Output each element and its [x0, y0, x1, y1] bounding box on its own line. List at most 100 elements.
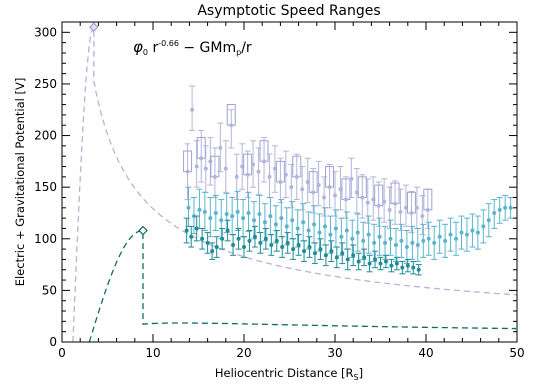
lower-point	[389, 263, 394, 268]
upper-point	[376, 203, 381, 208]
y-tick-label: 0	[49, 335, 57, 349]
mid-point	[333, 226, 338, 231]
lower-point	[307, 245, 312, 250]
upper-point	[425, 207, 430, 212]
mid-point	[492, 210, 497, 215]
upper-point	[278, 180, 283, 184]
lower-point	[318, 247, 323, 252]
mid-point	[257, 212, 262, 216]
lower-point	[323, 253, 328, 258]
upper-point	[349, 176, 354, 181]
lower-point	[394, 261, 399, 266]
lower-point	[225, 228, 230, 233]
lower-point	[362, 255, 367, 260]
x-tick-label: 20	[236, 346, 251, 360]
x-tick-label: 40	[418, 346, 433, 360]
mid-point	[290, 218, 295, 223]
upper-point	[283, 172, 288, 177]
lower-point	[400, 265, 405, 270]
mid-point	[317, 230, 322, 235]
upper-point	[420, 214, 425, 219]
upper-point	[300, 187, 305, 192]
chart-title: Asymptotic Speed Ranges	[197, 3, 380, 19]
lower-point	[351, 253, 356, 258]
lower-point	[291, 247, 296, 252]
lower-point	[200, 236, 205, 241]
mid-point	[443, 238, 448, 243]
x-tick-label: 10	[145, 346, 160, 360]
mid-point	[279, 216, 284, 221]
upper-point	[256, 169, 261, 174]
y-tick-label: 200	[34, 129, 57, 143]
mid-point	[393, 242, 398, 247]
y-axis-label: Electric + Gravitational Potential [V]	[13, 78, 27, 287]
lower-point	[220, 236, 225, 241]
upper-point	[185, 169, 190, 174]
mid-point	[219, 218, 224, 223]
lower-point	[247, 238, 252, 243]
upper-point	[387, 207, 392, 212]
mid-point	[241, 216, 246, 221]
curve-lower	[88, 229, 517, 343]
lower-point	[367, 261, 372, 266]
curve-upper	[72, 26, 518, 343]
mid-point	[383, 240, 388, 245]
upper-point	[190, 107, 195, 112]
lower-point	[258, 240, 263, 245]
upper-point	[294, 174, 299, 179]
formula-annotation: φ0 r-0.66 − GMmp/r	[133, 38, 252, 57]
mid-point	[475, 230, 480, 235]
lower-point	[274, 238, 279, 243]
mid-point	[208, 216, 213, 221]
upper-point	[382, 199, 387, 204]
mid-point	[486, 218, 491, 223]
mid-point	[404, 245, 409, 250]
plot-frame	[61, 21, 518, 343]
lower-point	[383, 259, 388, 264]
upper-point	[414, 205, 419, 210]
x-tick-label: 0	[58, 346, 66, 360]
mid-point	[410, 240, 415, 245]
lower-point	[236, 236, 241, 241]
mid-point	[339, 234, 344, 239]
mid-point	[366, 232, 371, 237]
mid-point	[213, 210, 218, 215]
mid-point	[295, 226, 300, 231]
mid-point	[432, 240, 437, 245]
y-tick-label: 150	[34, 180, 57, 194]
upper-point	[194, 164, 199, 169]
upper-point	[234, 174, 239, 179]
mid-point	[262, 220, 267, 225]
lower-point	[340, 251, 345, 256]
upper-point	[251, 162, 256, 167]
lower-point	[345, 257, 350, 262]
lower-point	[263, 236, 268, 241]
mid-point	[503, 205, 508, 210]
x-tick-label: 30	[327, 346, 342, 360]
peak-marker-lower	[138, 225, 148, 236]
lower-point	[205, 240, 210, 245]
mid-point	[246, 210, 251, 215]
upper-point	[311, 190, 316, 195]
lower-point	[242, 245, 246, 250]
x-axis-label: Heliocentric Distance [RS]	[215, 366, 363, 382]
upper-point	[327, 185, 332, 190]
upper-point	[289, 185, 294, 190]
lower-point	[194, 226, 199, 231]
mid-point	[306, 228, 311, 233]
upper-point	[208, 159, 213, 164]
mid-point	[508, 205, 513, 210]
lower-point	[189, 234, 194, 239]
y-tick-label: 250	[34, 77, 57, 91]
mid-point	[448, 232, 453, 237]
axis-ticks: 0 10 20 30 40 50 0 50 100 150 200 250 300	[34, 22, 525, 360]
lower-point	[373, 257, 378, 262]
y-tick-label: 100	[34, 232, 57, 246]
mid-point	[470, 228, 475, 233]
lower-point	[378, 261, 383, 266]
lower-point	[214, 245, 219, 250]
mid-point	[350, 236, 355, 241]
upper-point	[229, 123, 234, 128]
mid-point	[437, 234, 442, 239]
